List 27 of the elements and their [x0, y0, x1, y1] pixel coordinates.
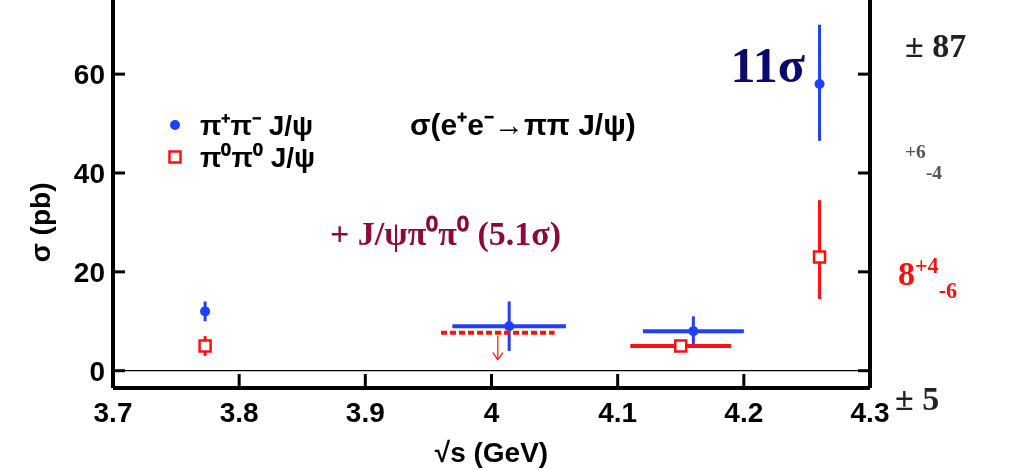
x-tick-label: 3.9	[345, 397, 385, 428]
point	[504, 321, 515, 332]
annotation: + J/ψπ⁰π⁰ (5.1σ)	[330, 215, 562, 253]
legend-label: π⁺π⁻ J/ψ	[200, 109, 314, 141]
legend-label: π⁰π⁰ J/ψ	[200, 141, 316, 173]
x-tick-label: 4.3	[850, 397, 890, 428]
x-tick-label: 3.8	[219, 397, 259, 428]
y-tick-label: 0	[89, 355, 105, 387]
text: ± 87	[905, 27, 967, 64]
x-axis-title: √s (GeV)	[434, 437, 549, 468]
x-tick-label: 4.1	[598, 397, 638, 428]
point	[198, 339, 212, 353]
y-tick-label: 40	[73, 157, 105, 189]
annotation: 11σ	[730, 37, 805, 93]
x-tick-label: 4.2	[724, 397, 764, 428]
x-tick-label: 4	[483, 397, 500, 428]
annotation: σ(e⁺e⁻→ππ J/ψ)	[410, 108, 636, 141]
point	[688, 326, 699, 337]
text: ± 5	[895, 380, 940, 417]
y-tick-label: 60	[73, 58, 105, 90]
point	[200, 306, 211, 317]
point	[674, 339, 688, 353]
point	[814, 79, 825, 90]
x-tick-label: 3.7	[93, 397, 133, 428]
y-tick-label: 20	[73, 256, 105, 288]
point	[812, 250, 827, 264]
y-axis-title: σ (pb)	[25, 182, 56, 263]
